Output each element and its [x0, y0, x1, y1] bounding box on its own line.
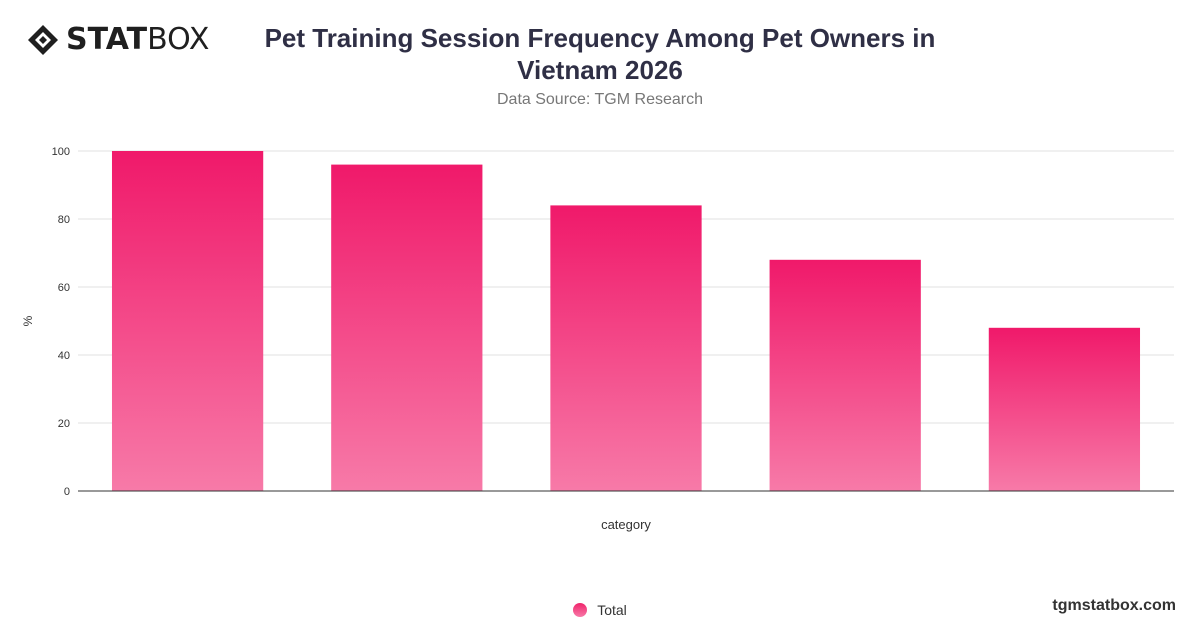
- legend-swatch-icon: [573, 603, 588, 617]
- statbox-logo: STATBOX: [26, 22, 209, 58]
- bars: [111, 151, 1141, 491]
- bar[interactable]: [988, 327, 1141, 491]
- legend-label: Total: [597, 602, 627, 618]
- y-axis-label: %: [21, 315, 35, 326]
- y-tick-label: 20: [58, 418, 70, 430]
- logo-wordmark: STATBOX: [66, 22, 209, 58]
- y-tick-label: 60: [58, 282, 70, 294]
- x-axis-label: category: [601, 517, 651, 532]
- bar[interactable]: [111, 151, 264, 491]
- y-tick-label: 100: [52, 146, 70, 158]
- y-tick-label: 0: [64, 486, 70, 498]
- axes: 0 20 40 60 80 100: [52, 146, 1174, 498]
- bar[interactable]: [769, 259, 921, 491]
- logo-wordmark-light: BOX: [147, 22, 210, 57]
- y-tick-label: 80: [58, 214, 70, 226]
- chart-subtitle: Data Source: TGM Research: [496, 91, 703, 108]
- bar-chart: 0 20 40 60 80 100 % category: [21, 146, 1174, 532]
- logo-wordmark-bold: STAT: [66, 22, 148, 57]
- chart-legend[interactable]: Total: [0, 602, 1200, 618]
- chart-title: Pet Training Session Frequency Among Pet…: [264, 23, 936, 85]
- statbox-diamond-icon: [28, 25, 58, 55]
- y-tick-label: 40: [58, 350, 70, 362]
- bar[interactable]: [550, 205, 702, 491]
- footer-brand-url[interactable]: tgmstatbox.com: [1052, 597, 1176, 614]
- bar[interactable]: [331, 164, 483, 491]
